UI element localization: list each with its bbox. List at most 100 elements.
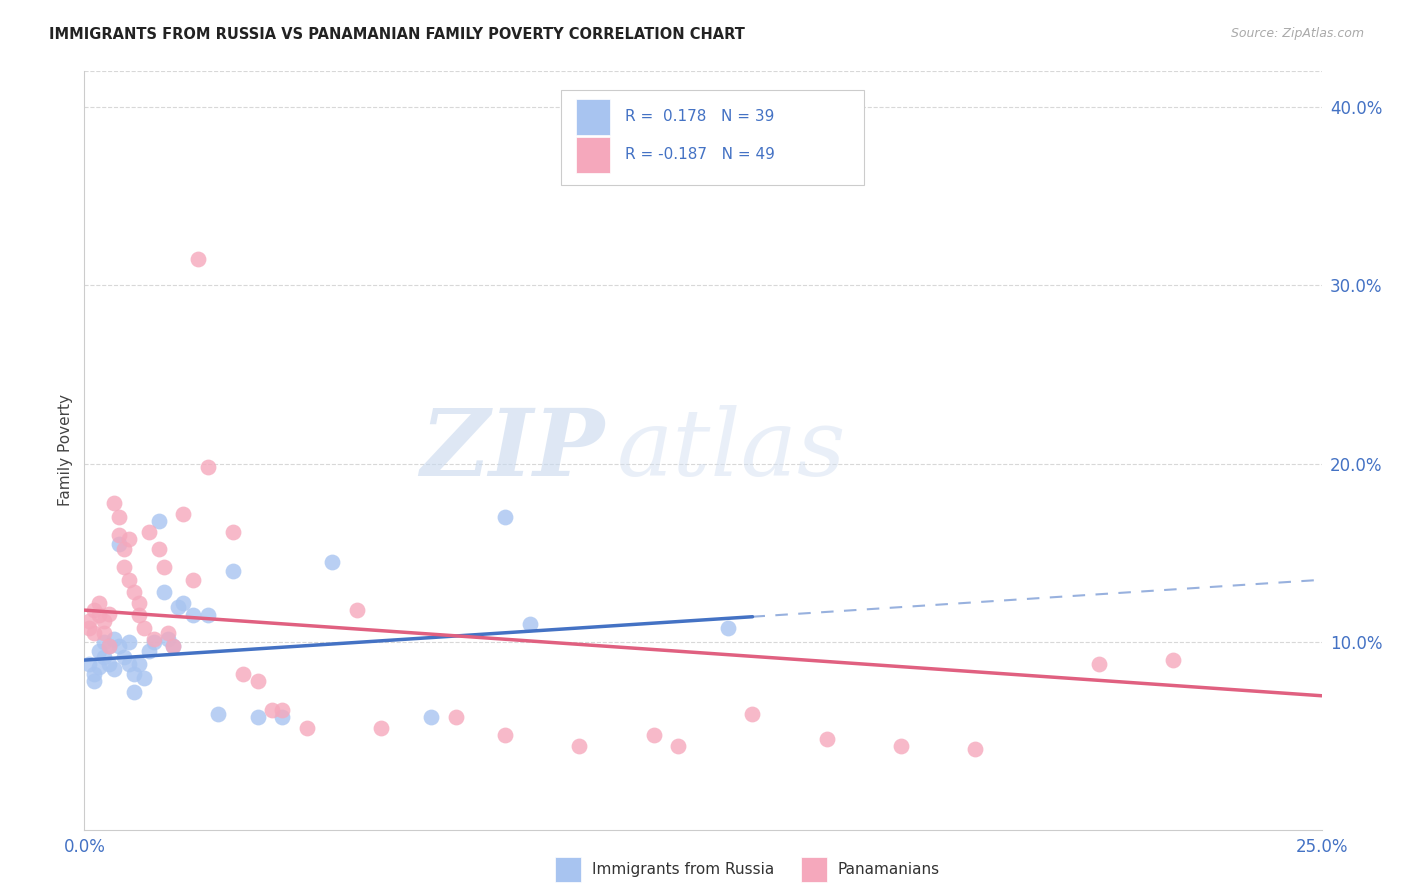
Point — [128, 657, 150, 671]
Point — [148, 514, 170, 528]
Point — [122, 585, 145, 599]
Point — [132, 671, 155, 685]
Point — [108, 639, 131, 653]
Point — [118, 532, 141, 546]
Point — [295, 721, 318, 735]
Point — [741, 706, 763, 721]
Point — [815, 731, 838, 746]
Point — [197, 460, 219, 475]
Point — [271, 710, 294, 724]
Point — [181, 608, 204, 623]
Point — [321, 555, 343, 569]
Point — [162, 639, 184, 653]
FancyBboxPatch shape — [561, 90, 863, 186]
Text: atlas: atlas — [616, 406, 846, 495]
Point — [103, 662, 125, 676]
Point — [222, 524, 245, 539]
Point — [346, 603, 368, 617]
Point — [103, 632, 125, 646]
Point — [172, 507, 194, 521]
Point — [138, 524, 160, 539]
Point — [1161, 653, 1184, 667]
Text: ZIP: ZIP — [420, 406, 605, 495]
Point — [494, 510, 516, 524]
Point — [222, 564, 245, 578]
Point — [494, 728, 516, 742]
Point — [271, 703, 294, 717]
Point — [181, 573, 204, 587]
Point — [370, 721, 392, 735]
Point — [246, 710, 269, 724]
Point — [93, 626, 115, 640]
Point — [890, 739, 912, 753]
Point — [122, 667, 145, 681]
Point — [122, 685, 145, 699]
Point — [162, 639, 184, 653]
Point — [965, 742, 987, 756]
Point — [83, 674, 105, 689]
Point — [83, 667, 105, 681]
Point — [128, 596, 150, 610]
Point — [79, 657, 101, 671]
Point — [79, 614, 101, 628]
Point — [108, 537, 131, 551]
Text: IMMIGRANTS FROM RUSSIA VS PANAMANIAN FAMILY POVERTY CORRELATION CHART: IMMIGRANTS FROM RUSSIA VS PANAMANIAN FAM… — [49, 27, 745, 42]
Text: Source: ZipAtlas.com: Source: ZipAtlas.com — [1230, 27, 1364, 40]
Point — [148, 542, 170, 557]
Point — [93, 635, 115, 649]
Point — [142, 632, 165, 646]
Point — [172, 596, 194, 610]
Text: Panamanians: Panamanians — [838, 863, 941, 877]
Point — [83, 603, 105, 617]
Point — [108, 510, 131, 524]
Point — [103, 496, 125, 510]
Point — [157, 632, 180, 646]
Point — [89, 644, 111, 658]
Point — [93, 614, 115, 628]
Point — [142, 635, 165, 649]
Point — [568, 739, 591, 753]
Y-axis label: Family Poverty: Family Poverty — [58, 394, 73, 507]
Point — [519, 617, 541, 632]
Point — [132, 621, 155, 635]
Point — [108, 528, 131, 542]
Point — [98, 607, 121, 621]
Point — [207, 706, 229, 721]
Point — [83, 626, 105, 640]
Point — [89, 660, 111, 674]
Point — [79, 621, 101, 635]
Point — [112, 542, 135, 557]
Text: R =  0.178   N = 39: R = 0.178 N = 39 — [626, 110, 775, 124]
Point — [138, 644, 160, 658]
Point — [152, 585, 174, 599]
Point — [118, 635, 141, 649]
Point — [112, 560, 135, 574]
Point — [167, 599, 190, 614]
Point — [89, 596, 111, 610]
Point — [232, 667, 254, 681]
Point — [643, 728, 665, 742]
Point — [157, 626, 180, 640]
Point — [246, 674, 269, 689]
FancyBboxPatch shape — [575, 136, 610, 173]
Point — [666, 739, 689, 753]
Point — [128, 608, 150, 623]
Point — [262, 703, 284, 717]
Point — [197, 608, 219, 623]
Point — [93, 649, 115, 664]
Point — [717, 621, 740, 635]
Point — [444, 710, 467, 724]
Point — [112, 649, 135, 664]
Point — [89, 608, 111, 623]
Text: R = -0.187   N = 49: R = -0.187 N = 49 — [626, 147, 775, 162]
Point — [118, 657, 141, 671]
Point — [98, 639, 121, 653]
Point — [98, 639, 121, 653]
Point — [187, 252, 209, 266]
Point — [152, 560, 174, 574]
Point — [118, 573, 141, 587]
Point — [1088, 657, 1111, 671]
FancyBboxPatch shape — [575, 99, 610, 135]
Point — [98, 657, 121, 671]
Text: Immigrants from Russia: Immigrants from Russia — [592, 863, 775, 877]
